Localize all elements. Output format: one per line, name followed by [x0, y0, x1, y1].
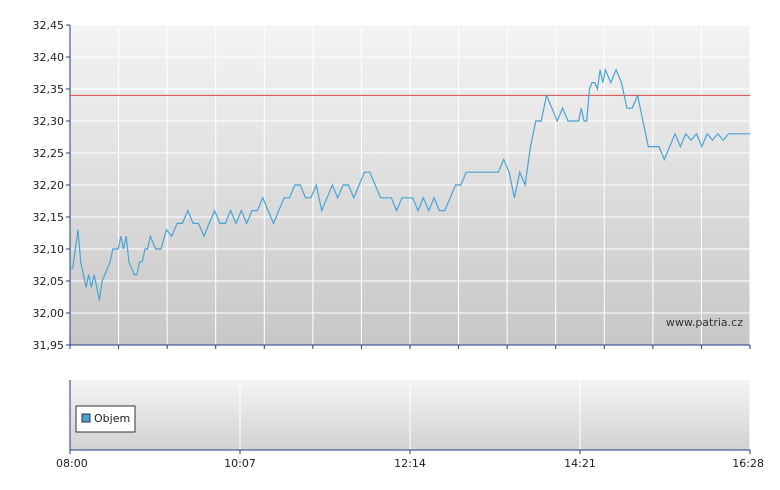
y-tick-label: 32,45 — [33, 19, 65, 32]
y-tick-label: 32,15 — [33, 211, 65, 224]
legend-label-objem: Objem — [94, 412, 130, 425]
price-x-tickmarks — [69, 345, 751, 349]
y-tick-label: 32,10 — [33, 243, 65, 256]
y-tick-label: 32,20 — [33, 179, 65, 192]
x-tick-label: 16:28 — [732, 457, 764, 470]
legend-swatch-objem — [81, 413, 91, 423]
x-tick-label: 12:14 — [394, 457, 426, 470]
price-y-axis: 31,95 32,00 32,05 32,10 32,15 32,20 32,25 32,30… — [33, 19, 70, 352]
y-tick-label: 32,40 — [33, 51, 65, 64]
y-tick-label: 32,05 — [33, 275, 65, 288]
legend: Objem — [75, 405, 136, 433]
y-tick-label: 32,25 — [33, 147, 65, 160]
y-tick-label: 31,95 — [33, 339, 65, 352]
watermark: www.patria.cz — [666, 316, 743, 329]
price-series — [70, 67, 750, 301]
price-grid — [69, 24, 751, 345]
y-tick-label: 32,00 — [33, 307, 65, 320]
x-tick-label: 08:00 — [56, 457, 88, 470]
x-tick-label: 14:21 — [564, 457, 596, 470]
volume-grid — [69, 380, 751, 450]
volume-x-axis: 08:00 10:07 12:14 14:21 16:28 — [56, 450, 764, 470]
price-line — [70, 67, 750, 301]
x-tick-label: 10:07 — [224, 457, 256, 470]
y-tick-label: 32,35 — [33, 83, 65, 96]
y-tick-label: 32,30 — [33, 115, 65, 128]
